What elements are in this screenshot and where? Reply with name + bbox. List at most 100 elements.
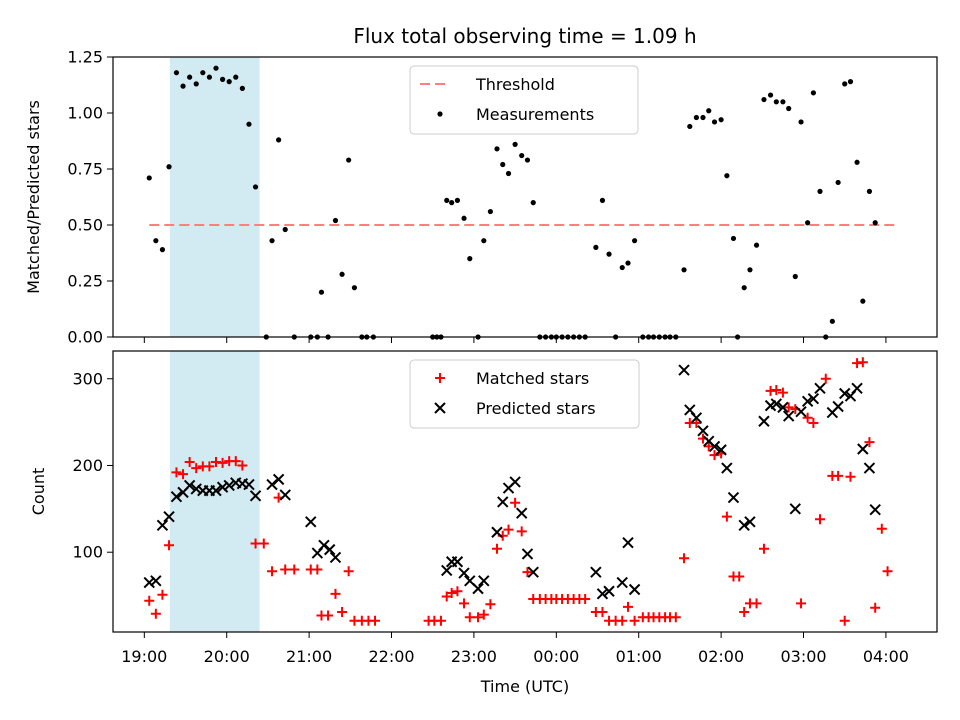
matched-star-point <box>171 467 182 478</box>
predicted-star-point <box>170 490 183 503</box>
data-point <box>792 273 798 280</box>
legend-matched-marker <box>435 373 445 383</box>
data-point <box>693 114 699 121</box>
x-axis-label: Time (UTC) <box>480 677 569 696</box>
data-point <box>718 117 724 123</box>
data-point <box>706 108 712 114</box>
data-point <box>276 137 282 143</box>
x-tick-label: 03:00 <box>780 647 826 666</box>
matched-star-point <box>876 523 887 534</box>
data-point <box>753 242 760 248</box>
data-point <box>206 74 213 80</box>
legend-label: Matched stars <box>476 369 589 388</box>
predicted-star-point <box>782 410 795 422</box>
matched-star-point <box>237 460 248 471</box>
data-point <box>866 188 873 194</box>
predicted-star-point <box>491 526 503 538</box>
matched-star-point <box>258 538 269 549</box>
data-point <box>159 247 166 253</box>
predicted-star-point <box>249 490 262 502</box>
matched-star-point <box>721 511 732 522</box>
predicted-star-point <box>801 395 814 408</box>
data-point <box>625 260 631 266</box>
matched-star-point <box>485 599 496 610</box>
legend-box <box>409 359 640 429</box>
predicted-star-point <box>697 425 709 437</box>
matched-star-point <box>323 610 334 621</box>
data-point <box>213 65 219 71</box>
x-tick-label: 20:00 <box>204 647 250 666</box>
data-point <box>524 157 531 163</box>
predicted-star-point <box>596 588 609 600</box>
data-point <box>351 285 358 291</box>
data-point <box>798 119 804 125</box>
matched-star-point <box>473 612 484 623</box>
x-tick-label: 21:00 <box>286 647 332 666</box>
data-point <box>467 256 473 262</box>
matched-star-point <box>343 566 354 577</box>
matched-star-point <box>491 543 502 554</box>
data-point <box>153 238 159 244</box>
predicted-star-point <box>521 548 534 560</box>
matched-star-point <box>184 457 195 468</box>
matched-star-point <box>230 456 241 467</box>
data-point <box>724 173 730 179</box>
matched-star-point <box>758 543 769 554</box>
matched-star-point <box>164 540 175 551</box>
predicted-star-point <box>616 576 628 589</box>
data-point <box>741 285 747 291</box>
legend: Threshold Measurements <box>409 65 639 135</box>
data-point <box>318 289 325 295</box>
data-point <box>226 79 232 85</box>
legend-box <box>409 65 639 135</box>
predicted-star-point <box>472 582 484 595</box>
data-point <box>711 119 718 125</box>
matched-star-point <box>814 514 825 525</box>
matched-star-point <box>882 566 893 577</box>
data-point <box>332 217 339 224</box>
data-point <box>193 81 199 87</box>
matched-star-point <box>337 607 348 618</box>
predicted-star-point <box>851 382 863 395</box>
x-tick-label: 04:00 <box>863 647 909 666</box>
y-tick-label: 300 <box>72 369 103 388</box>
data-point <box>461 215 467 221</box>
predicted-star-point <box>690 412 703 424</box>
x-tick-label: 01:00 <box>616 647 662 666</box>
predicted-star-point <box>628 583 641 596</box>
predicted-star-point <box>738 519 750 532</box>
legend: Matched stars Predicted stars <box>409 359 640 429</box>
data-point <box>599 197 606 203</box>
predicted-star-point <box>857 443 869 455</box>
data-point <box>200 70 206 76</box>
predicted-star-point <box>210 484 222 497</box>
data-point <box>842 81 848 87</box>
matched-star-point <box>157 589 168 600</box>
axes-frame <box>112 56 938 338</box>
predicted-star-point <box>223 479 235 492</box>
predicted-star-point <box>190 483 202 495</box>
matched-star-point <box>670 612 681 623</box>
predicted-star-point <box>770 398 783 410</box>
matched-star-point <box>679 553 690 564</box>
matched-star-point <box>178 469 189 480</box>
predicted-star-point <box>832 400 844 413</box>
predicted-star-point <box>272 473 285 486</box>
matched-star-point <box>330 588 341 599</box>
predicted-star-point <box>869 504 881 516</box>
data-point <box>530 200 536 206</box>
predicted-star-point <box>515 507 528 519</box>
matched-star-point <box>312 564 323 575</box>
data-point <box>173 70 180 76</box>
chart-title: Flux total observing time = 1.09 h <box>353 24 696 48</box>
y-tick-label: 0.25 <box>67 272 103 291</box>
predicted-star-point <box>527 566 539 578</box>
matched-star-point <box>777 387 788 398</box>
x-tick-label: 22:00 <box>368 647 414 666</box>
axes-frame <box>112 350 938 633</box>
predicted-star-point <box>497 496 509 508</box>
data-point <box>786 105 792 112</box>
data-point <box>233 74 239 80</box>
matched-star-point <box>510 497 521 508</box>
